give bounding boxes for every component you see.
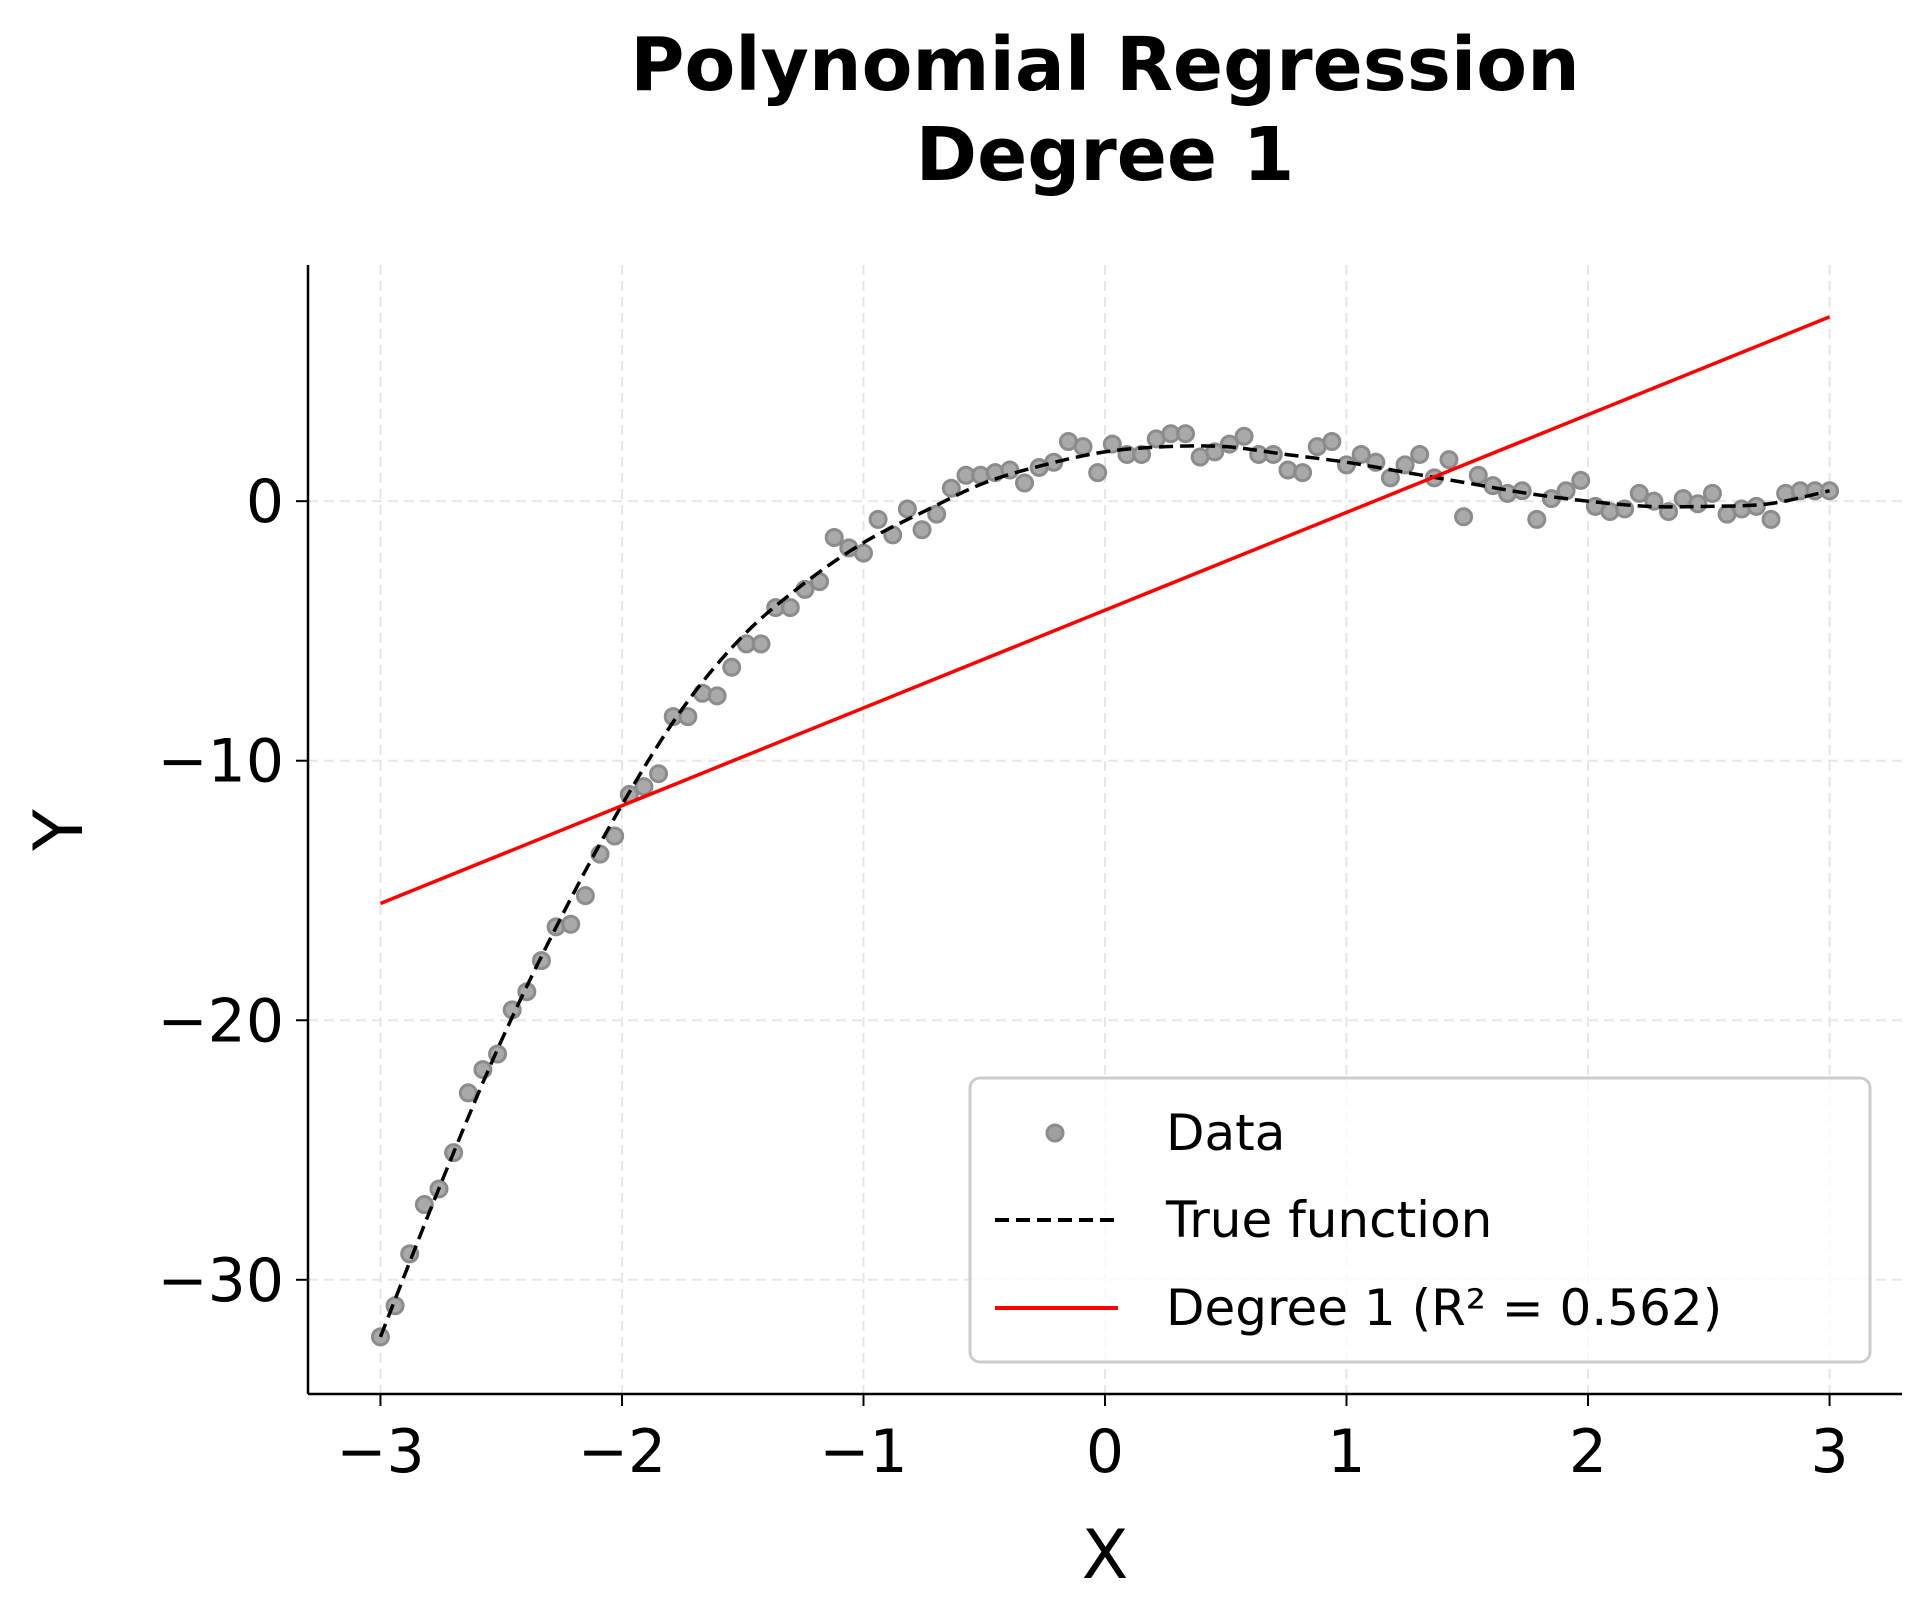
data-point (1088, 463, 1108, 483)
degree-1-fit-line (379, 315, 1831, 906)
data-point (678, 707, 698, 727)
legend-data-marker (1045, 1123, 1065, 1143)
data-point (853, 543, 873, 563)
data-point (707, 686, 727, 706)
data-point (941, 478, 961, 498)
data-point (1468, 465, 1488, 485)
data-point (414, 1195, 434, 1215)
legend-label-fit: Degree 1 (R² = 0.562) (1166, 1279, 1722, 1337)
y-tick-label: 0 (246, 467, 284, 537)
data-point (634, 777, 654, 797)
data-point (1102, 434, 1122, 454)
data-point (1293, 463, 1313, 483)
data-point (751, 634, 771, 654)
data-point (1351, 444, 1371, 464)
data-point (824, 528, 844, 548)
y-tick-label: −20 (157, 986, 284, 1056)
chart-title-line-2: Degree 1 (916, 112, 1295, 198)
grid (308, 265, 1902, 1394)
data-point (1073, 437, 1093, 457)
data-point (780, 598, 800, 618)
legend: Data True function Degree 1 (R² = 0.562) (968, 1076, 1872, 1364)
legend-label-true-function: True function (1165, 1191, 1492, 1249)
data-point (897, 499, 917, 519)
data-point (458, 1083, 478, 1103)
x-tick-label: 0 (1086, 1417, 1124, 1487)
data-point (1410, 444, 1430, 464)
legend-label-data: Data (1166, 1104, 1285, 1162)
true-function-line (378, 444, 1830, 1338)
x-axis-label: X (1082, 1516, 1129, 1595)
data-point (1702, 483, 1722, 503)
data-point (575, 886, 595, 906)
axes: −3 −2 −1 0 1 2 3−30−20−100 (157, 265, 1902, 1487)
data-point (473, 1060, 493, 1080)
x-tick-label: −3 (336, 1417, 424, 1487)
data-point (1571, 470, 1591, 490)
data-point (722, 657, 742, 677)
plot-area (370, 315, 1840, 1347)
data-point (1629, 483, 1649, 503)
data-point (1263, 444, 1283, 464)
data-point (927, 504, 947, 524)
y-axis-label: Y (20, 809, 99, 852)
x-tick-label: 3 (1810, 1417, 1848, 1487)
x-tick-label: 1 (1327, 1417, 1365, 1487)
x-tick-label: −1 (819, 1417, 907, 1487)
data-point (1688, 494, 1708, 514)
data-point (1527, 509, 1547, 529)
data-point (1014, 473, 1034, 493)
data-point (1205, 442, 1225, 462)
x-tick-label: 2 (1569, 1417, 1607, 1487)
data-point (605, 826, 625, 846)
data-point (1322, 431, 1342, 451)
x-tick-label: −2 (578, 1417, 666, 1487)
data-point (868, 509, 888, 529)
data-point (1761, 509, 1781, 529)
chart-title-line-1: Polynomial Regression (630, 22, 1580, 108)
data-point (1176, 424, 1196, 444)
y-tick-label: −30 (157, 1246, 284, 1316)
data-point (912, 520, 932, 540)
data-point (1395, 455, 1415, 475)
legend-box (968, 1076, 1872, 1364)
data-point (1234, 426, 1254, 446)
data-point (561, 914, 581, 934)
data-point (649, 764, 669, 784)
y-tick-label: −10 (157, 727, 284, 797)
data-point (1454, 507, 1474, 527)
data-point (1439, 450, 1459, 470)
